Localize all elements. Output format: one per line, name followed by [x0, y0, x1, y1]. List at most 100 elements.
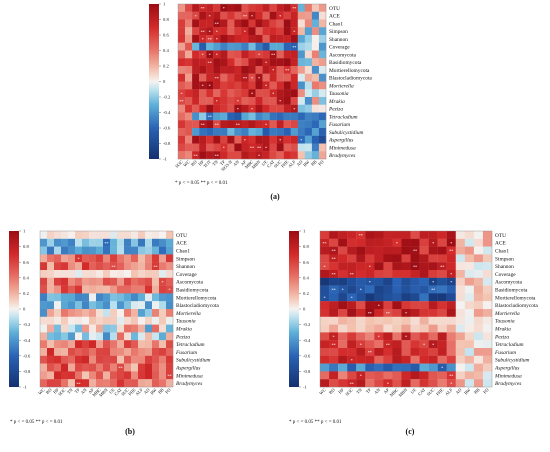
row-label: ACE: [495, 241, 506, 247]
heatmap-cell: [75, 277, 83, 286]
heatmap-cell: [103, 348, 111, 356]
heatmap-cell: [61, 301, 69, 310]
colorbar-gradient: [289, 231, 299, 387]
heatmap-cell: [166, 324, 174, 333]
colorbar-tick-label: -0.6: [23, 353, 31, 358]
heatmap-cell: [199, 19, 207, 28]
heatmap-cell: [464, 340, 475, 349]
row-label: Mortierella: [328, 83, 354, 89]
heatmap-cell: [365, 316, 375, 325]
row-label: Blastocladiomycota: [329, 76, 372, 82]
heatmap-cell: [338, 238, 348, 247]
heatmap-cell: [482, 363, 493, 372]
heatmap-cell: [82, 293, 90, 302]
heatmap-cell: [428, 355, 438, 364]
significance-marker: **: [449, 373, 453, 378]
heatmap-cell: [166, 363, 174, 372]
heatmap-cell: [374, 363, 384, 372]
heatmap-cell: [304, 73, 313, 82]
colorbar-tick-label: -1: [163, 157, 168, 162]
heatmap-cell: [248, 81, 256, 90]
heatmap-cell: [234, 11, 242, 20]
heatmap-cell: [329, 316, 339, 325]
heatmap-cell: [419, 316, 429, 325]
significance-marker: *: [265, 60, 267, 65]
heatmap-cell: [262, 151, 270, 160]
heatmap-cell: [159, 379, 167, 388]
heatmap-cell: [383, 301, 393, 310]
heatmap-cell: [206, 104, 214, 113]
heatmap-cell: [213, 73, 221, 82]
heatmap-cell: [464, 363, 475, 372]
heatmap-cell: [199, 35, 207, 43]
heatmap-cell: [329, 293, 339, 302]
heatmap-cell: [318, 4, 327, 12]
heatmap-cell: [185, 66, 193, 74]
heatmap-cell: [318, 27, 327, 36]
heatmap-cell: [365, 246, 375, 255]
heatmap-cell: [40, 340, 48, 349]
heatmap-cell: [437, 340, 447, 349]
heatmap-cell: [383, 316, 393, 325]
column-label: HP: [52, 387, 60, 395]
significance-marker: **: [236, 122, 240, 127]
heatmap-cell: [374, 285, 384, 294]
heatmap-cell: [54, 270, 62, 278]
heatmap-cell: [220, 112, 228, 121]
heatmap-cell: [347, 285, 357, 294]
heatmap-cell: [110, 348, 118, 356]
heatmap-cell: [82, 309, 90, 317]
heatmap-cell: [329, 238, 339, 247]
heatmap-cell: [145, 355, 153, 364]
column-label: AP: [383, 387, 391, 395]
heatmap-cell: [464, 379, 475, 388]
heatmap-cell: [290, 135, 298, 144]
heatmap-cell: [320, 316, 330, 325]
heatmap-cell: [290, 112, 298, 121]
heatmap-cell: [473, 348, 484, 356]
heatmap-cell: [410, 340, 420, 349]
heatmap-cell: [178, 128, 186, 136]
heatmap-cell: [82, 231, 90, 239]
heatmap-cell: [131, 371, 139, 380]
significance-marker: *: [202, 37, 204, 42]
heatmap-cell: [482, 379, 493, 388]
heatmap-cell: [473, 262, 484, 271]
heatmap-cell: [103, 238, 111, 247]
heatmap-cell: [410, 332, 420, 341]
heatmap-cell: [304, 42, 313, 51]
heatmap-cell: [455, 270, 465, 278]
significance-marker: **: [208, 115, 212, 120]
heatmap-cell: [290, 11, 298, 20]
heatmap-cell: [455, 332, 465, 341]
heatmap-cell: [82, 316, 90, 325]
heatmap-cell: [227, 97, 235, 105]
heatmap-cell: [124, 246, 132, 255]
heatmap-cell: [446, 309, 456, 317]
column-label: AP: [240, 159, 248, 167]
heatmap-cell: [473, 371, 484, 380]
heatmap-cell: [419, 254, 429, 263]
heatmap-cell: [320, 340, 330, 349]
heatmap-cell: [68, 355, 76, 364]
heatmap-cell: [185, 89, 193, 98]
colorbar-tick-label: 0.6: [303, 260, 309, 265]
significance-marker: **: [386, 342, 390, 347]
heatmap-cell: [241, 112, 249, 121]
row-label: Aspergillus: [494, 365, 519, 371]
heatmap-cell: [304, 27, 313, 36]
heatmap-cell: [68, 348, 76, 356]
heatmap-cell: [304, 4, 313, 12]
heatmap-cell: [192, 104, 200, 113]
heatmap-cell: [392, 348, 402, 356]
heatmap-cell: [124, 293, 132, 302]
heatmap-cell: [199, 135, 207, 144]
heatmap-cell: [446, 316, 456, 325]
heatmap-cell: [152, 332, 160, 341]
heatmap-cell: [103, 277, 111, 286]
heatmap-cell: [318, 151, 327, 160]
heatmap-cell: [455, 309, 465, 317]
heatmap-cell: [473, 285, 484, 294]
heatmap-cell: [227, 42, 235, 51]
heatmap-cell: [241, 35, 249, 43]
